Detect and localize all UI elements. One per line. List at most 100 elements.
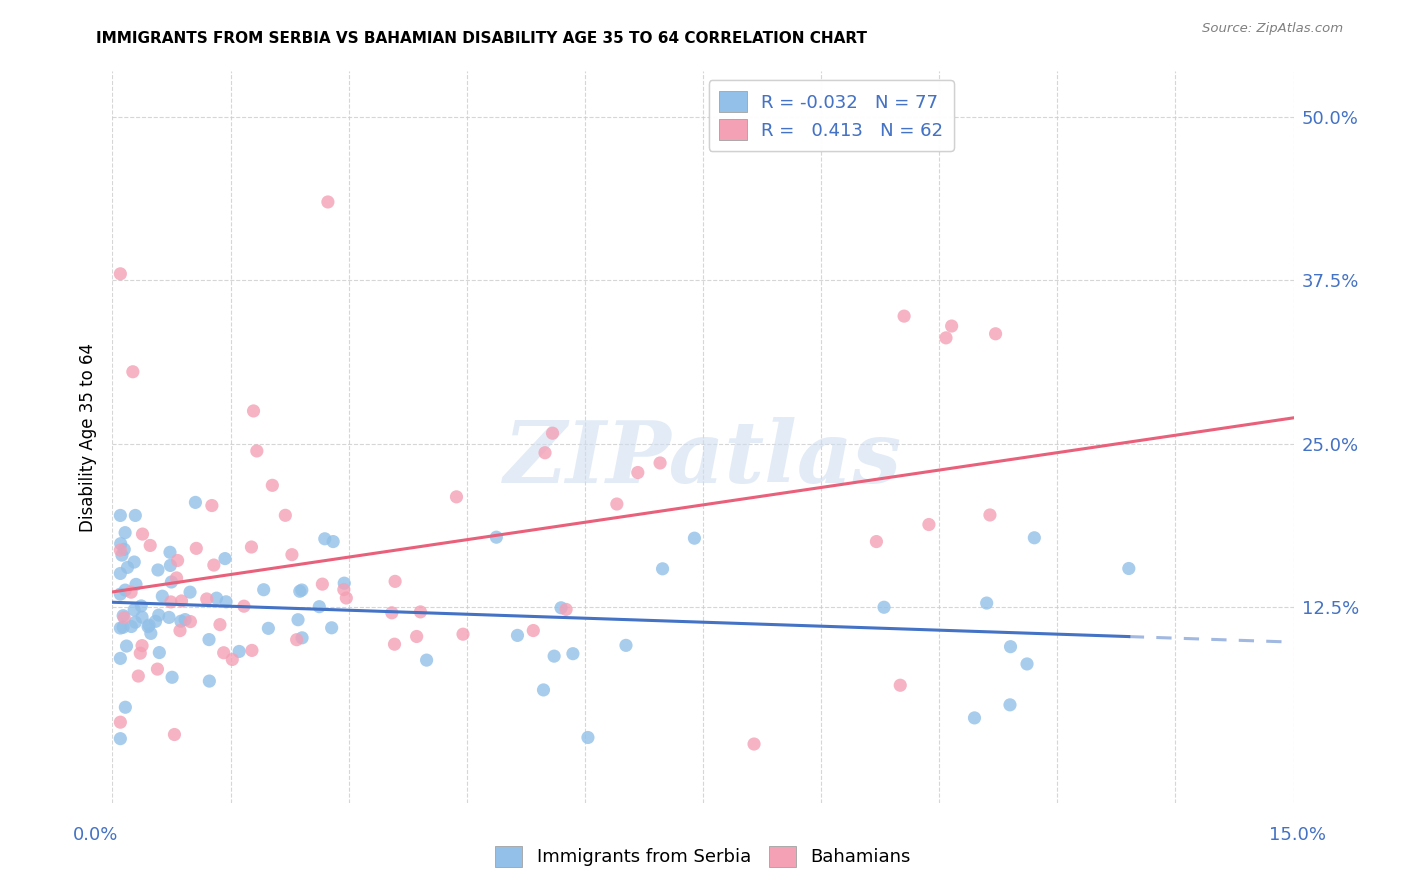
Point (555, 602, 578, 616)
Point (110, 715, 132, 730)
Point (550, 600, 572, 615)
Point (316, 194, 339, 209)
Text: IMMIGRANTS FROM SERBIA VS BAHAMIAN DISABILITY AGE 35 TO 64 CORRELATION CHART: IMMIGRANTS FROM SERBIA VS BAHAMIAN DISAB… (96, 31, 866, 46)
Point (606, 497, 628, 511)
Point (112, 608, 135, 623)
Point (384, 637, 406, 651)
Point (333, 582, 356, 597)
Point (384, 574, 406, 589)
Point (522, 624, 544, 638)
Point (124, 508, 146, 523)
Point (506, 628, 529, 642)
Legend: Immigrants from Serbia, Bahamians: Immigrants from Serbia, Bahamians (488, 838, 918, 874)
Point (170, 614, 193, 628)
Text: ZIPatlas: ZIPatlas (503, 417, 903, 500)
Point (543, 649, 565, 664)
Point (533, 682, 555, 697)
Point (179, 615, 201, 629)
Point (648, 456, 671, 470)
Point (742, 737, 765, 751)
Point (335, 591, 357, 605)
Point (221, 652, 243, 666)
Point (110, 566, 132, 581)
Point (212, 646, 235, 660)
Point (288, 584, 311, 599)
Point (160, 574, 183, 589)
Point (170, 594, 193, 608)
Point (893, 309, 915, 323)
Point (146, 662, 169, 676)
Point (233, 599, 256, 614)
Point (651, 562, 673, 576)
Point (160, 670, 183, 684)
Point (166, 571, 188, 585)
Point (131, 527, 153, 541)
Point (122, 603, 145, 617)
Point (274, 508, 297, 523)
Point (257, 621, 280, 635)
Point (163, 727, 186, 741)
Point (160, 595, 183, 609)
Point (446, 490, 468, 504)
Point (110, 508, 132, 523)
Point (115, 639, 138, 653)
Point (111, 548, 134, 562)
Point (202, 558, 225, 572)
Point (129, 646, 152, 660)
Point (186, 541, 208, 556)
Point (976, 596, 998, 610)
Point (889, 678, 911, 692)
Point (314, 532, 336, 546)
Point (150, 589, 173, 603)
Point (139, 538, 162, 552)
Point (240, 643, 263, 657)
Point (415, 653, 437, 667)
Point (873, 600, 896, 615)
Point (561, 647, 583, 661)
Point (918, 517, 941, 532)
Point (333, 576, 356, 591)
Point (291, 582, 314, 597)
Point (124, 615, 146, 630)
Point (228, 644, 250, 658)
Point (1015, 657, 1038, 671)
Point (110, 543, 132, 558)
Point (214, 551, 236, 566)
Point (148, 608, 170, 623)
Point (262, 478, 284, 492)
Point (110, 621, 132, 635)
Point (201, 499, 224, 513)
Point (683, 531, 706, 545)
Point (1000, 640, 1022, 654)
Point (112, 620, 135, 634)
Point (121, 365, 143, 379)
Point (321, 621, 343, 635)
Point (159, 558, 181, 573)
Point (963, 711, 986, 725)
Point (125, 577, 148, 591)
Point (485, 530, 508, 544)
Point (129, 599, 152, 613)
Y-axis label: Disability Age 35 to 64: Disability Age 35 to 64 (79, 343, 97, 532)
Point (110, 267, 132, 281)
Point (110, 587, 132, 601)
Point (614, 638, 637, 652)
Point (110, 651, 132, 665)
Point (157, 610, 180, 624)
Point (159, 545, 181, 559)
Point (627, 466, 650, 480)
Point (287, 613, 309, 627)
Point (242, 404, 264, 418)
Legend: R = -0.032   N = 77, R =   0.413   N = 62: R = -0.032 N = 77, R = 0.413 N = 62 (709, 80, 953, 151)
Point (139, 626, 162, 640)
Point (409, 605, 432, 619)
Point (534, 446, 557, 460)
Point (131, 610, 153, 624)
Point (169, 624, 191, 638)
Point (240, 540, 263, 554)
Text: 0.0%: 0.0% (73, 826, 118, 844)
Point (166, 553, 188, 567)
Point (148, 646, 170, 660)
Point (198, 674, 221, 689)
Point (285, 632, 308, 647)
